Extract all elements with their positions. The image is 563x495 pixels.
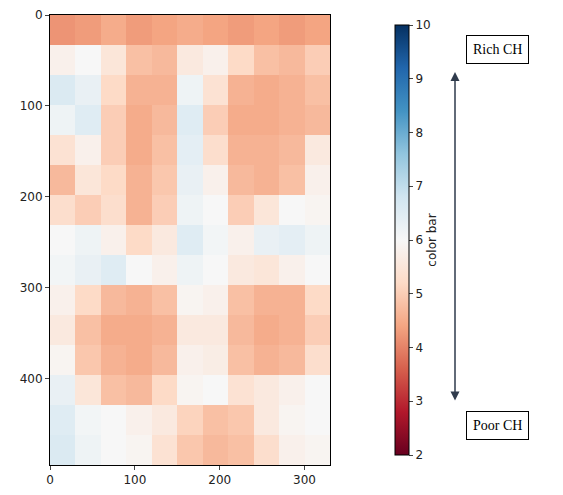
svg-text:5: 5 <box>415 287 423 301</box>
svg-text:Rich CH: Rich CH <box>473 42 522 57</box>
svg-text:7: 7 <box>415 179 423 193</box>
svg-text:10: 10 <box>415 18 430 32</box>
svg-text:6: 6 <box>415 233 423 247</box>
svg-text:Poor CH: Poor CH <box>473 418 522 433</box>
svg-text:100: 100 <box>123 473 146 487</box>
svg-text:4: 4 <box>415 341 423 355</box>
svg-text:200: 200 <box>20 190 43 204</box>
svg-text:3: 3 <box>415 394 423 408</box>
svg-text:100: 100 <box>20 99 43 113</box>
svg-text:9: 9 <box>415 72 423 86</box>
svg-text:300: 300 <box>20 281 43 295</box>
svg-text:color bar: color bar <box>425 213 439 266</box>
svg-text:200: 200 <box>208 473 231 487</box>
svg-text:400: 400 <box>20 372 43 386</box>
svg-text:300: 300 <box>293 473 316 487</box>
svg-text:0: 0 <box>35 8 43 22</box>
svg-text:2: 2 <box>415 448 423 462</box>
svg-text:0: 0 <box>46 473 54 487</box>
svg-text:8: 8 <box>415 126 423 140</box>
